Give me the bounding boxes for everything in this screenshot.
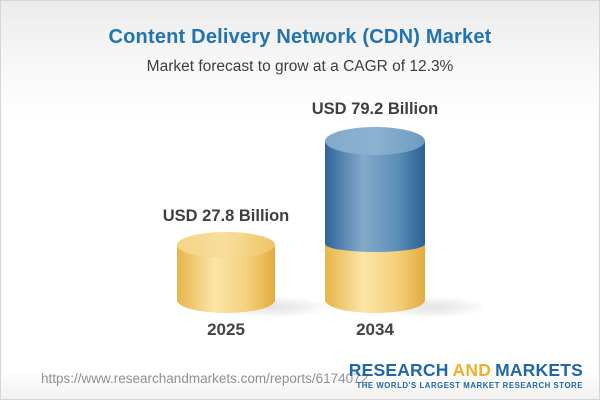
bar-2025-top-cap [177,232,275,258]
logo-word-markets: MARKETS [495,359,583,380]
logo-word-and: AND [452,359,492,380]
value-label-2025: USD 27.8 Billion [163,207,290,225]
research-and-markets-logo: RESEARCH AND MARKETS THE WORLD'S LARGEST M… [348,359,583,391]
year-label-2034: 2034 [356,320,394,339]
report-url: https://www.researchandmarkets.com/repor… [41,371,369,386]
chart-header: Content Delivery Network (CDN) Market Ma… [1,26,599,76]
year-label-2025: 2025 [207,320,245,339]
logo-wordmark: RESEARCH AND MARKETS [348,359,583,380]
bar-2034 [325,127,425,313]
chart-title: Content Delivery Network (CDN) Market [108,26,492,48]
bar-2034-blue-segment [325,141,425,244]
chart-subtitle: Market forecast to grow at a CAGR of 12.… [146,58,454,75]
logo-tagline: THE WORLD'S LARGEST MARKET RESEARCH STOR… [356,381,583,391]
value-label-2034: USD 79.2 Billion [312,100,439,118]
bar-2034-top-cap [325,127,425,155]
bar-chart: USD 27.8 Billion USD 79.2 Billion 2025 2… [163,100,489,339]
bar-2034-gold-segment [325,244,425,300]
logo-word-research: RESEARCH [348,359,449,380]
bar-2025 [177,232,275,313]
